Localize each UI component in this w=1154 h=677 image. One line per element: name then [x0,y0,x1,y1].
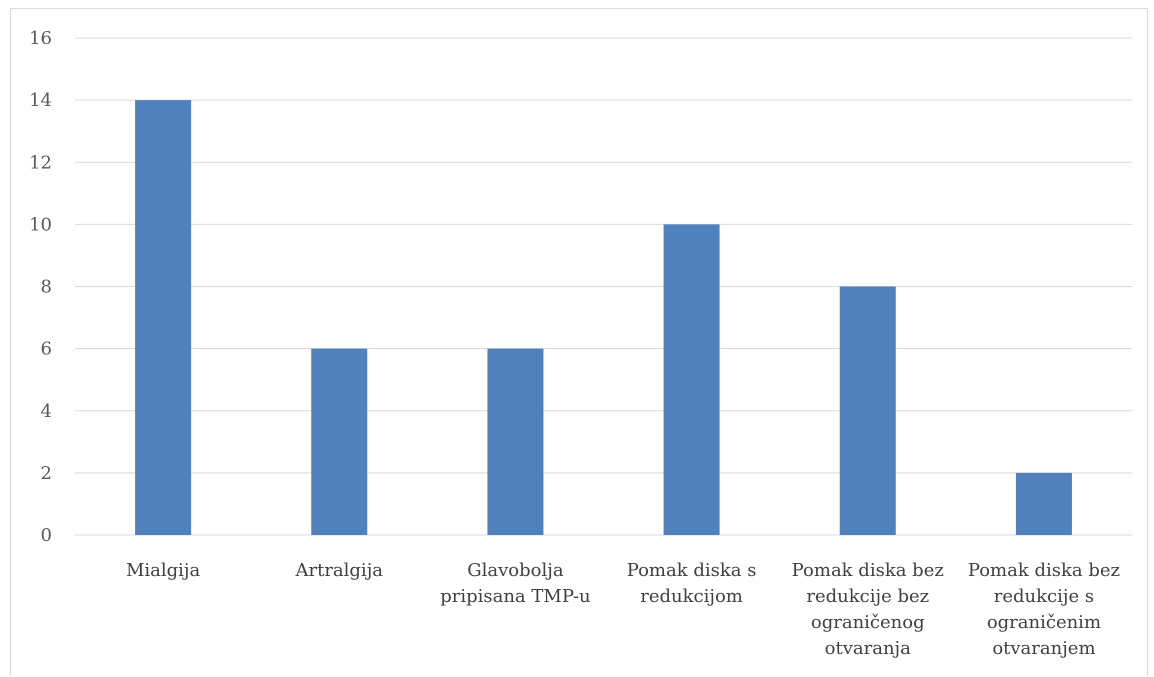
x-category-label-line: Artralgija [294,560,383,581]
y-tick-label-8: 8 [41,277,52,298]
x-category-label-line: Pomak diska bez [792,560,944,581]
x-category-label-line: redukcije s [994,586,1094,607]
y-tick-label-14: 14 [29,90,52,111]
bar-3 [487,348,544,535]
x-category-label-line: ograničenog [811,612,925,633]
bar-1 [135,100,192,535]
x-category-label-4: Pomak diska s redukcijom [627,560,757,607]
x-category-label-line: redukcijom [640,586,743,607]
chart-frame [10,8,1148,676]
y-tick-label-16: 16 [29,28,52,49]
x-category-label-6: Pomak diska bez redukcije s ograničenim otv… [968,560,1120,659]
bar-4 [663,224,720,535]
x-category-label-line: Pomak diska bez [968,560,1120,581]
x-category-label-1: Mialgija [126,560,201,581]
x-category-label-line: otvaranja [825,638,911,659]
x-category-label-2: Artralgija [294,560,383,581]
x-category-label-line: redukcije bez [806,586,929,607]
y-tick-label-12: 12 [29,152,52,173]
x-category-label-line: ograničenim [987,612,1101,633]
x-category-label-3: Glavobolja pripisana TMP-u [440,560,590,607]
x-category-label-line: otvaranjem [992,638,1095,659]
x-category-label-line: Glavobolja [467,560,564,581]
y-tick-label-2: 2 [41,463,52,484]
bar-2 [311,348,368,535]
x-category-label-line: Mialgija [126,560,201,581]
bar-5 [839,286,896,535]
y-tick-label-4: 4 [41,401,52,422]
y-tick-label-6: 6 [41,339,52,360]
y-tick-label-10: 10 [29,214,52,235]
x-category-label-line: pripisana TMP-u [440,586,590,607]
bar-6 [1015,472,1072,535]
x-category-label-5: Pomak diska bez redukcije bez ograničenog o… [792,560,944,659]
y-tick-label-0: 0 [41,525,52,546]
x-category-label-line: Pomak diska s [627,560,757,581]
